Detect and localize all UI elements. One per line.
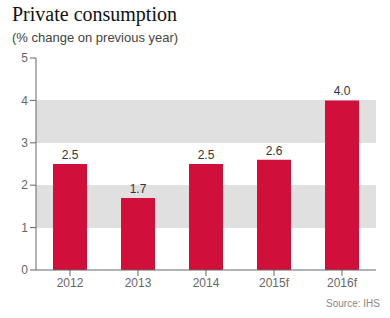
html-text:Source: IHS: Source: IHS [326,298,380,309]
svg-text:2016f: 2016f [327,276,358,290]
svg-text:3: 3 [21,136,28,150]
svg-text:4: 4 [21,94,28,108]
svg-text:2014: 2014 [193,276,220,290]
svg-text:2: 2 [21,178,28,192]
svg-text:2.5: 2.5 [198,148,215,162]
svg-text:4.0: 4.0 [334,84,351,98]
svg-text:1.7: 1.7 [130,182,147,196]
svg-text:1: 1 [21,221,28,235]
svg-text:2013: 2013 [125,276,152,290]
svg-text:2.6: 2.6 [266,144,283,158]
svg-text:0: 0 [21,263,28,277]
svg-text:2.5: 2.5 [62,148,79,162]
html-text:(% change on previous year): (% change on previous year) [12,30,179,45]
svg-text:2012: 2012 [57,276,84,290]
html-text:Private consumption: Private consumption [12,3,177,25]
svg-text:2015f: 2015f [259,276,290,290]
svg-text:5: 5 [21,51,28,65]
